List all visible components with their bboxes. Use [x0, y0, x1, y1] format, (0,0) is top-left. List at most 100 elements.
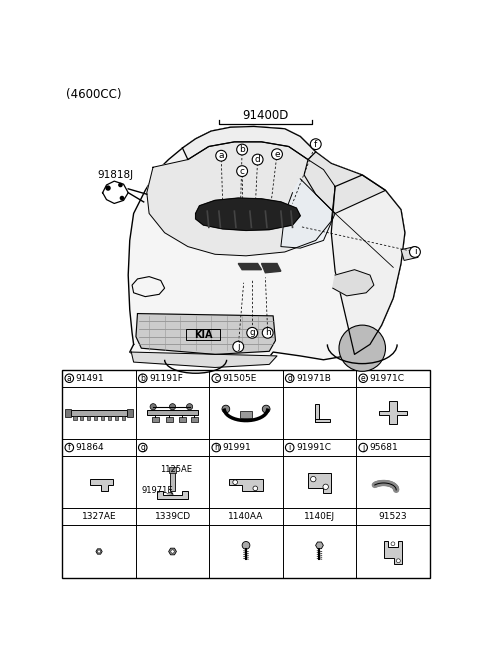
- Circle shape: [237, 166, 248, 176]
- Bar: [191, 417, 198, 422]
- Polygon shape: [96, 549, 102, 554]
- Polygon shape: [196, 198, 300, 230]
- Text: 91864: 91864: [75, 443, 104, 452]
- Bar: [168, 467, 177, 473]
- Circle shape: [396, 559, 400, 563]
- Text: 91491: 91491: [75, 374, 104, 382]
- Text: 1327AE: 1327AE: [82, 512, 116, 522]
- Circle shape: [359, 374, 368, 382]
- Circle shape: [120, 195, 124, 200]
- Text: 95681: 95681: [370, 443, 398, 452]
- Text: 91400D: 91400D: [242, 109, 288, 122]
- Circle shape: [212, 443, 220, 452]
- Text: 1125AE: 1125AE: [160, 465, 192, 474]
- Text: a: a: [67, 374, 72, 382]
- Bar: [71, 410, 127, 416]
- Polygon shape: [379, 401, 407, 424]
- Text: g: g: [249, 328, 255, 337]
- Text: 1339CD: 1339CD: [155, 512, 191, 522]
- Text: 91818J: 91818J: [97, 170, 133, 180]
- Circle shape: [233, 341, 244, 352]
- Circle shape: [97, 550, 101, 553]
- Polygon shape: [315, 403, 320, 422]
- Polygon shape: [308, 473, 331, 493]
- Text: j: j: [237, 342, 240, 351]
- Bar: [101, 416, 104, 420]
- Circle shape: [139, 374, 147, 382]
- Circle shape: [139, 443, 147, 452]
- Text: KIA: KIA: [194, 330, 213, 340]
- Text: f: f: [314, 140, 317, 149]
- Circle shape: [242, 541, 250, 549]
- Text: b: b: [239, 145, 245, 154]
- Bar: [115, 416, 118, 420]
- Bar: [186, 329, 220, 340]
- Circle shape: [323, 484, 328, 489]
- Text: e: e: [274, 150, 280, 159]
- Text: 91971C: 91971C: [370, 374, 404, 382]
- Circle shape: [169, 403, 176, 410]
- Bar: [152, 417, 159, 422]
- Polygon shape: [333, 270, 374, 296]
- Circle shape: [171, 550, 174, 553]
- Circle shape: [216, 150, 227, 161]
- Polygon shape: [132, 352, 277, 367]
- Polygon shape: [315, 542, 324, 548]
- Circle shape: [212, 374, 220, 382]
- Text: e: e: [361, 374, 365, 382]
- Polygon shape: [90, 479, 113, 491]
- Circle shape: [252, 154, 263, 165]
- Bar: [240, 411, 252, 419]
- Polygon shape: [401, 247, 418, 260]
- Bar: [166, 417, 172, 422]
- Polygon shape: [304, 152, 385, 213]
- Bar: [73, 416, 77, 420]
- Circle shape: [247, 327, 258, 338]
- Circle shape: [359, 443, 368, 452]
- Text: 91991C: 91991C: [296, 443, 331, 452]
- Text: c: c: [214, 374, 218, 382]
- Circle shape: [65, 443, 73, 452]
- Text: 1140AA: 1140AA: [228, 512, 264, 522]
- Polygon shape: [281, 179, 335, 248]
- Text: g: g: [140, 443, 145, 452]
- Polygon shape: [147, 142, 335, 256]
- Polygon shape: [262, 264, 281, 273]
- Text: 91523: 91523: [379, 512, 407, 522]
- Bar: [87, 416, 90, 420]
- Polygon shape: [182, 127, 316, 159]
- Circle shape: [65, 374, 73, 382]
- Circle shape: [262, 327, 273, 338]
- Bar: [147, 410, 198, 415]
- Text: d: d: [255, 155, 261, 164]
- Bar: [121, 416, 125, 420]
- Polygon shape: [136, 314, 276, 354]
- Circle shape: [339, 325, 385, 371]
- Text: i: i: [414, 247, 416, 256]
- Text: 91971B: 91971B: [296, 374, 331, 382]
- Text: a: a: [218, 152, 224, 160]
- Text: 91191F: 91191F: [149, 374, 183, 382]
- Circle shape: [409, 247, 420, 257]
- Polygon shape: [170, 472, 175, 491]
- Bar: [179, 417, 186, 422]
- Polygon shape: [229, 479, 263, 491]
- Circle shape: [253, 486, 258, 491]
- Circle shape: [286, 443, 294, 452]
- Text: h: h: [214, 443, 219, 452]
- Polygon shape: [168, 548, 177, 555]
- Bar: [80, 416, 84, 420]
- Text: j: j: [362, 443, 364, 452]
- Bar: [62, 370, 430, 578]
- Text: d: d: [287, 374, 292, 382]
- Polygon shape: [315, 419, 330, 422]
- Polygon shape: [238, 264, 262, 270]
- Circle shape: [262, 405, 270, 413]
- Text: b: b: [140, 374, 145, 382]
- Text: 1140EJ: 1140EJ: [304, 512, 335, 522]
- Bar: [127, 409, 133, 417]
- Text: i: i: [288, 443, 291, 452]
- Bar: [65, 409, 71, 417]
- Circle shape: [237, 144, 248, 155]
- Text: c: c: [240, 167, 245, 176]
